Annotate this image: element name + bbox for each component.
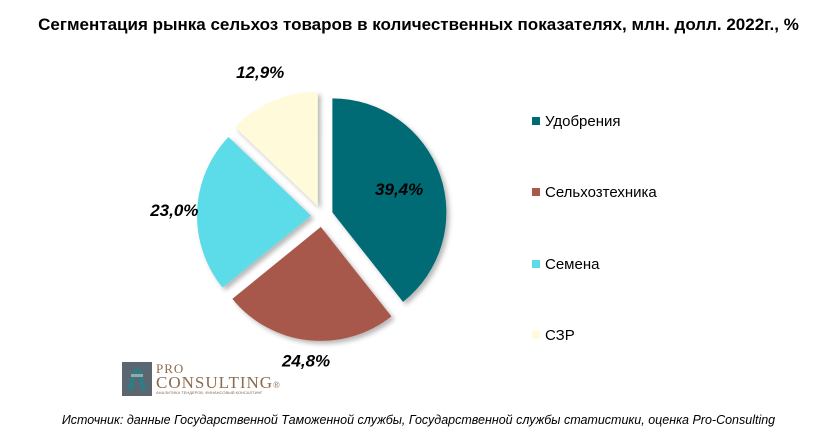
legend-item-szr: СЗР — [532, 327, 575, 344]
legend-label-szr: СЗР — [545, 327, 575, 344]
pie-slice-2 — [197, 136, 312, 288]
legend-label-semena: Семена — [545, 256, 600, 273]
legend-swatch-udobreniya — [532, 117, 540, 125]
legend-item-semena: Семена — [532, 256, 599, 273]
legend-item-udobreniya: Удобрения — [532, 113, 621, 130]
slice-label-1: 24,8% — [281, 352, 330, 371]
pie-slice-3 — [235, 91, 318, 206]
logo-line2: CONSULTING — [156, 373, 274, 392]
legend-swatch-szr — [532, 331, 540, 339]
legend-label-selkhoztekhnika: Сельхозтехника — [545, 184, 657, 201]
legend-label-udobreniya: Удобрения — [545, 113, 621, 130]
logo-tagline: АНАЛИТИКА ТЕНДЕРОВ, ФИНАНСОВЫЙ КОНСАЛТИН… — [156, 390, 263, 395]
logo-registered: ® — [273, 380, 281, 390]
chart-title: Сегментация рынка сельхоз товаров в коли… — [38, 15, 799, 34]
logo-wordmark: PRO CONSULTING® — [156, 362, 281, 392]
pro-consulting-logo: PRO CONSULTING® АНАЛИТИКА ТЕНДЕРОВ, ФИНА… — [122, 360, 280, 400]
pie-slice-1 — [232, 226, 392, 341]
slice-label-0: 39,4% — [375, 180, 423, 199]
source-note: Источник: данные Государственной Таможен… — [61, 413, 776, 427]
logo-emblem-icon — [122, 362, 152, 396]
logo-line1: PRO — [156, 361, 185, 376]
pie-slice-0 — [332, 98, 447, 302]
slice-label-3: 12,9% — [236, 63, 284, 82]
legend-item-selkhoztekhnika: Сельхозтехника — [532, 184, 657, 201]
slice-label-2: 23,0% — [149, 201, 198, 220]
legend-swatch-selkhoztekhnika — [532, 188, 540, 196]
legend-swatch-semena — [532, 260, 540, 268]
